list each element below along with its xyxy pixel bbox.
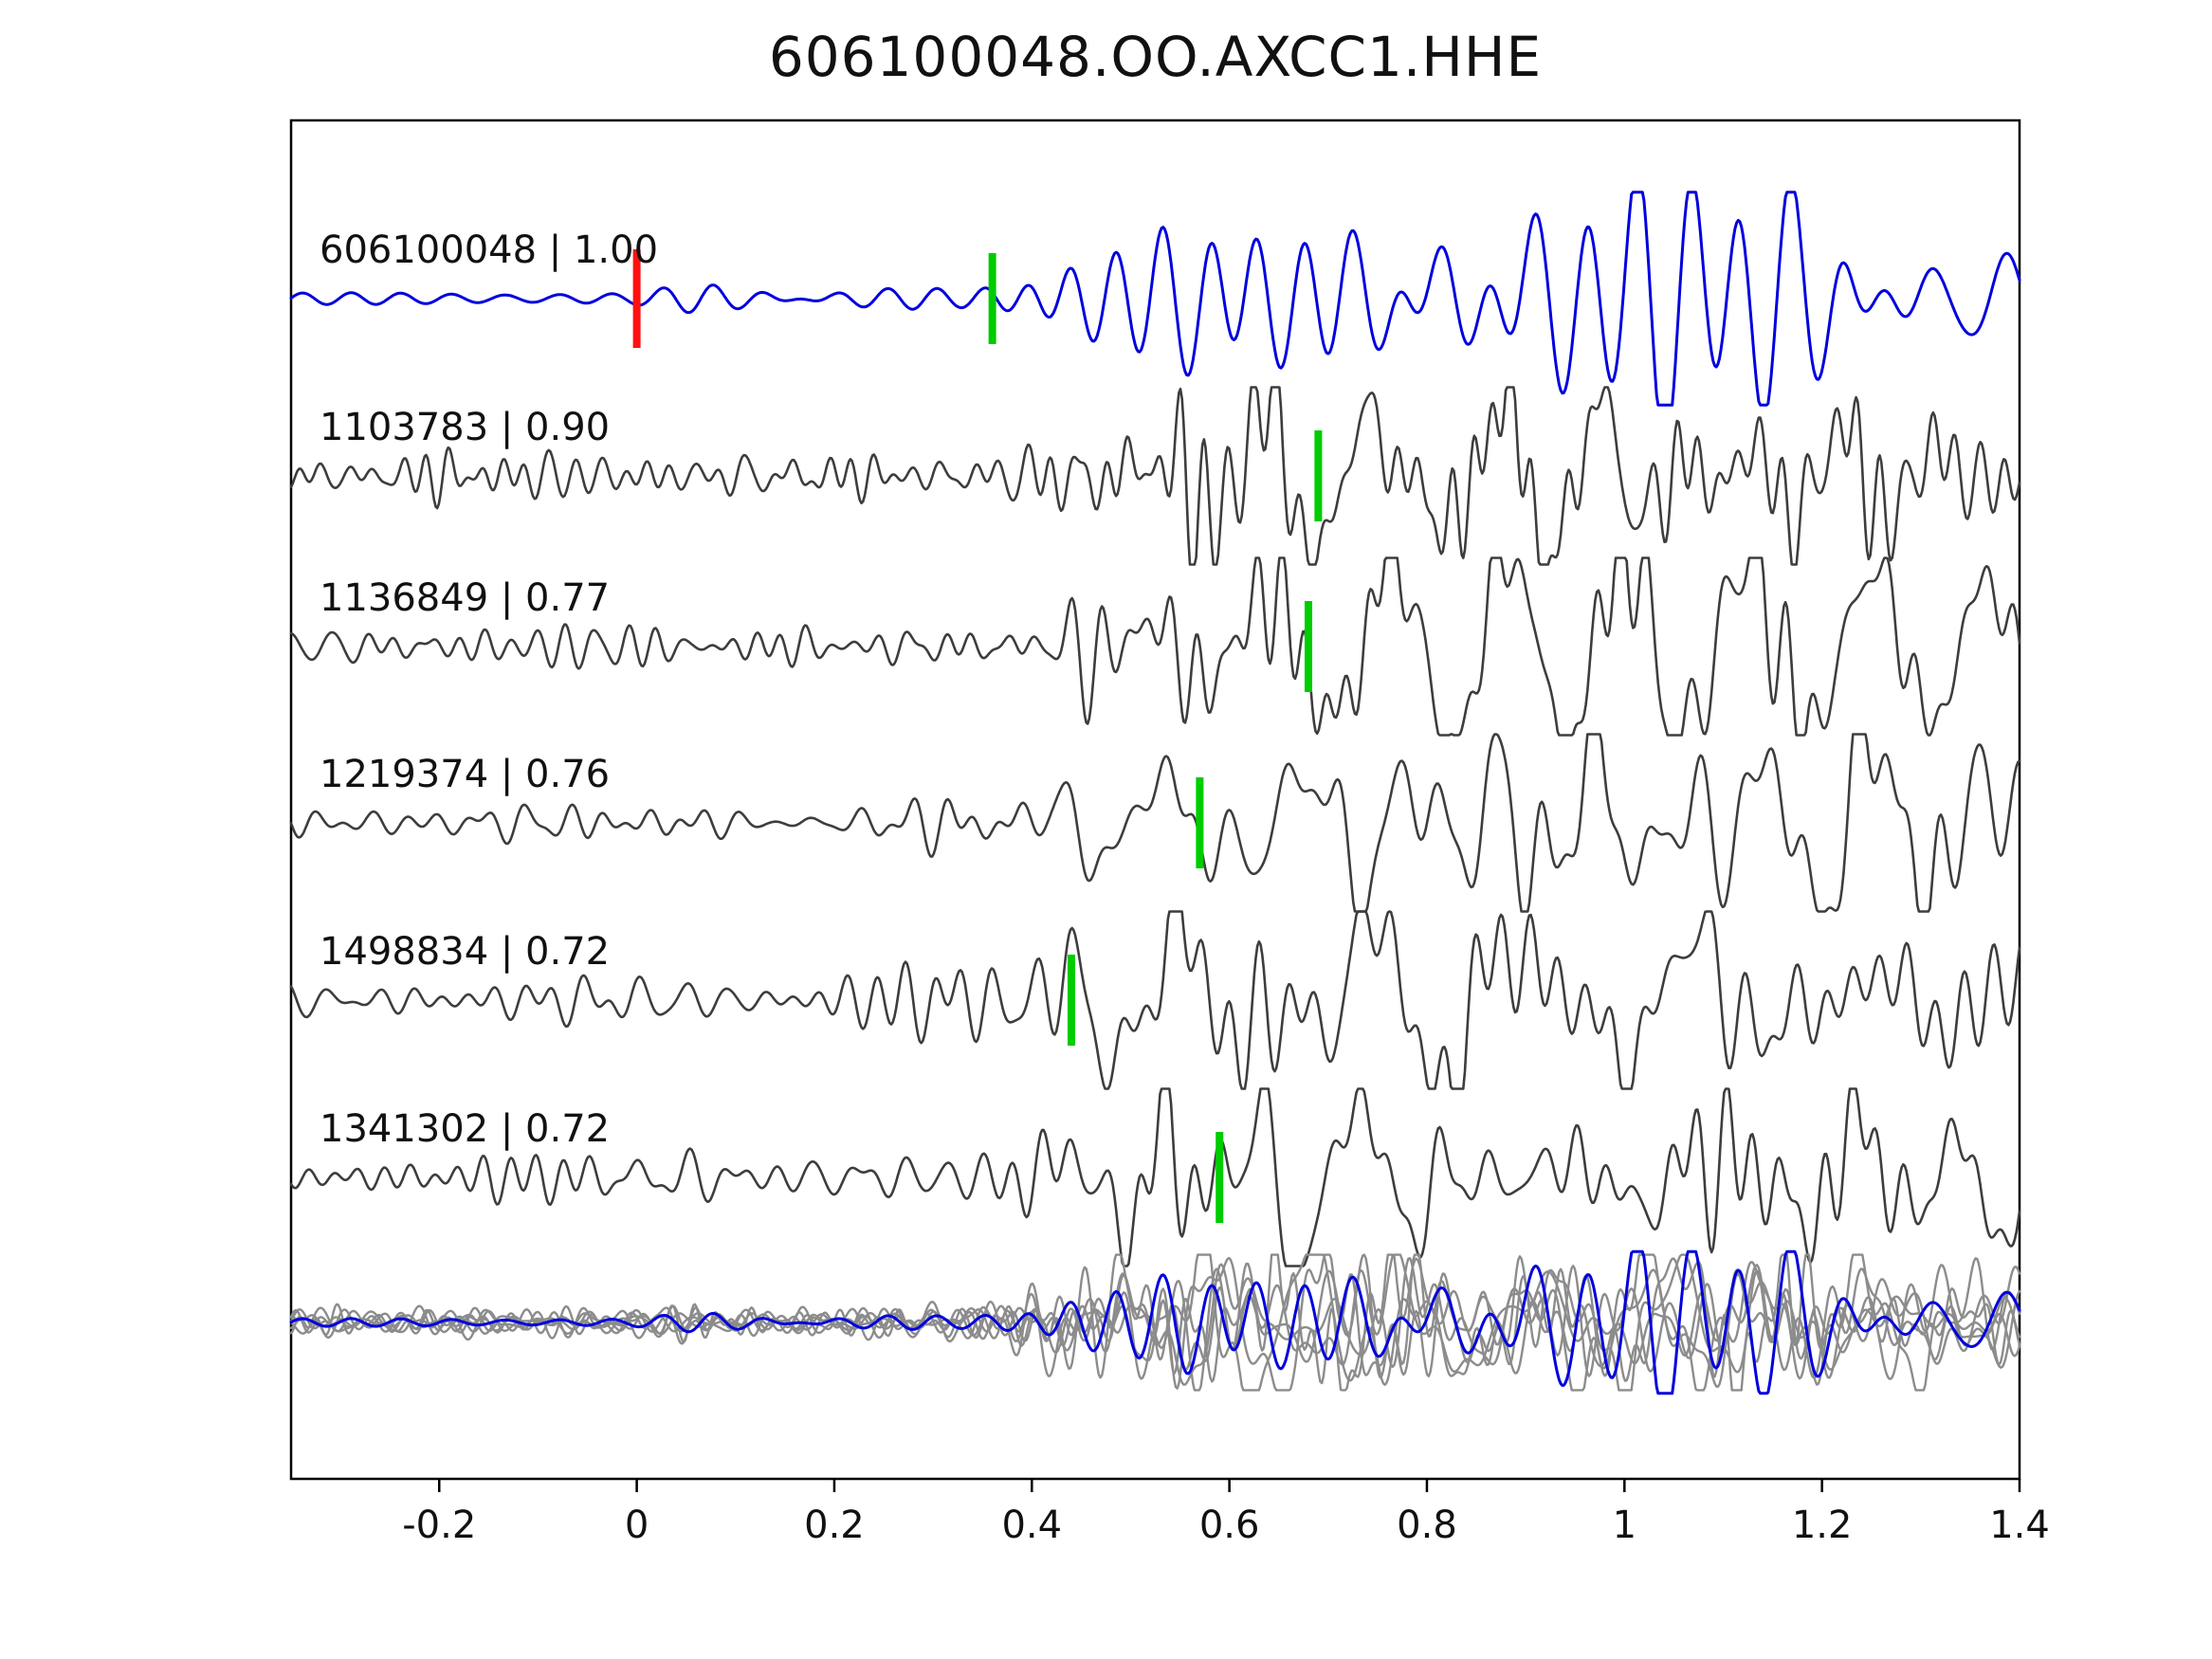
x-tick-label: 1.4 <box>1989 1504 2050 1547</box>
waveform-trace-1103783 <box>289 386 2021 566</box>
waveform-trace-1498834 <box>289 910 2021 1090</box>
plot-border <box>289 118 2021 1481</box>
overlay-reference-trace <box>289 1249 2021 1395</box>
trace-label-1219374: 1219374 | 0.76 <box>320 753 610 796</box>
trace-label-1136849: 1136849 | 0.77 <box>320 576 610 620</box>
x-tick-label: 0.2 <box>804 1504 865 1547</box>
x-tick-label: 0.8 <box>1397 1504 1457 1547</box>
x-tick-label: 1 <box>1613 1504 1636 1547</box>
trace-label-1498834: 1498834 | 0.72 <box>320 930 610 974</box>
x-tick-label: -0.2 <box>402 1504 476 1547</box>
x-tick-label: 0.4 <box>1001 1504 1062 1547</box>
x-tick-label: 1.2 <box>1792 1504 1853 1547</box>
trace-label-1341302: 1341302 | 0.72 <box>320 1107 610 1151</box>
x-tick-label: 0 <box>625 1504 649 1547</box>
waveform-trace-1136849 <box>289 556 2021 737</box>
waveform-trace-606100048 <box>289 191 2021 407</box>
x-tick-label: 0.6 <box>1199 1504 1260 1547</box>
trace-label-1103783: 1103783 | 0.90 <box>320 406 610 449</box>
waveform-trace-1341302 <box>289 1087 2021 1267</box>
trace-label-606100048: 606100048 | 1.00 <box>320 228 658 272</box>
figure-title: 606100048.OO.AXCC1.HHE <box>768 25 1543 89</box>
waveform-trace-1219374 <box>289 733 2021 913</box>
